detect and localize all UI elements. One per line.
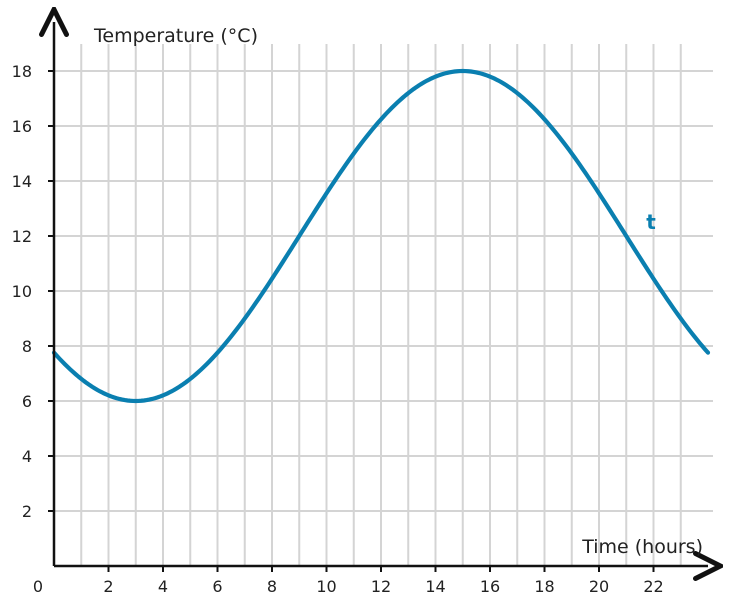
x-tick-label-2: 2 (103, 577, 113, 596)
x-tick-label-22: 22 (643, 577, 663, 596)
y-tick-label-8: 8 (22, 337, 32, 356)
series-layer (51, 68, 711, 404)
x-tick-label-8: 8 (267, 577, 277, 596)
y-tick-label-18: 18 (12, 62, 32, 81)
y-tick-label-6: 6 (22, 392, 32, 411)
x-tick-label-12: 12 (371, 577, 391, 596)
origin-label: 0 (33, 577, 43, 596)
y-tick-label-16: 16 (12, 117, 32, 136)
y-tick-label-12: 12 (12, 227, 32, 246)
y-tick-label-14: 14 (12, 172, 32, 191)
x-tick-label-14: 14 (425, 577, 445, 596)
y-axis-title: Temperature (°C) (93, 25, 258, 47)
grid (54, 44, 713, 566)
x-tick-label-6: 6 (212, 577, 222, 596)
x-tick-label-20: 20 (589, 577, 609, 596)
series-label-t: t (646, 210, 656, 234)
x-tick-label-16: 16 (480, 577, 500, 596)
y-tick-label-4: 4 (22, 447, 32, 466)
x-axis-title: Time (hours) (581, 536, 703, 558)
x-tick-label-10: 10 (316, 577, 336, 596)
y-tick-label-10: 10 (12, 282, 32, 301)
y-tick-label-2: 2 (22, 502, 32, 521)
x-tick-label-18: 18 (534, 577, 554, 596)
x-tick-label-4: 4 (158, 577, 168, 596)
series-line-t (51, 68, 711, 404)
